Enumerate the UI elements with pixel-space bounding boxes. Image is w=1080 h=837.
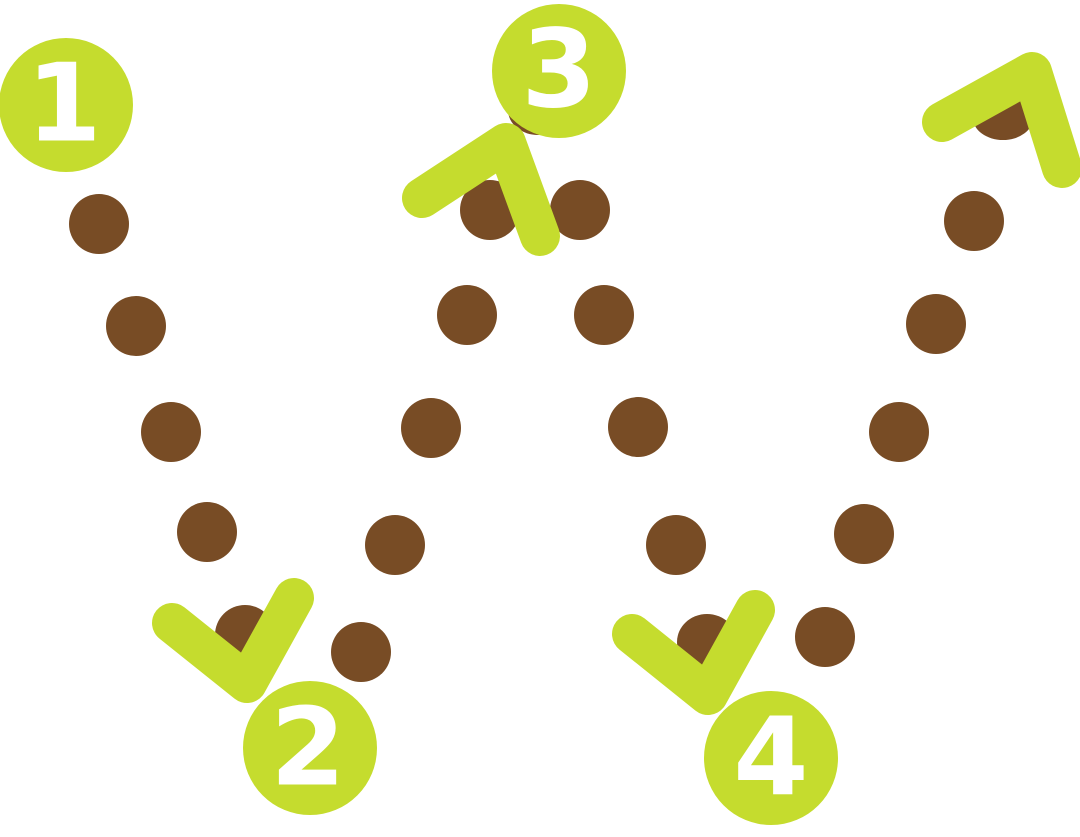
guide-dot	[401, 398, 461, 458]
guide-dot	[141, 402, 201, 462]
step-number: 2	[270, 686, 345, 811]
step-badge-4: 4	[704, 691, 838, 825]
guide-dot	[69, 194, 129, 254]
step-badge-3: 3	[492, 4, 626, 138]
arrow-down-icon	[152, 578, 314, 703]
guide-dot	[906, 294, 966, 354]
guide-dot	[869, 402, 929, 462]
guide-dot	[944, 191, 1004, 251]
stroke-4-dots	[795, 96, 1033, 667]
guide-dot	[646, 515, 706, 575]
guide-dot	[177, 502, 237, 562]
guide-dot	[331, 622, 391, 682]
guide-dot	[574, 285, 634, 345]
stroke-1-dots	[69, 194, 275, 665]
stroke-3-dots	[550, 180, 737, 670]
guide-dot	[834, 504, 894, 564]
guide-dot	[365, 515, 425, 575]
step-number: 4	[733, 696, 808, 821]
arrow-down-icon	[612, 590, 775, 715]
step-number: 3	[521, 8, 596, 133]
guide-dot	[608, 397, 668, 457]
guide-dot	[795, 607, 855, 667]
guide-dot	[437, 285, 497, 345]
arrow-up-icon	[922, 52, 1080, 188]
guide-dot	[550, 180, 610, 240]
step-badge-1: 1	[0, 38, 133, 172]
arrow-up-icon	[402, 123, 560, 256]
step-number: 1	[26, 42, 101, 167]
guide-dot	[106, 296, 166, 356]
step-badge-2: 2	[243, 681, 377, 815]
